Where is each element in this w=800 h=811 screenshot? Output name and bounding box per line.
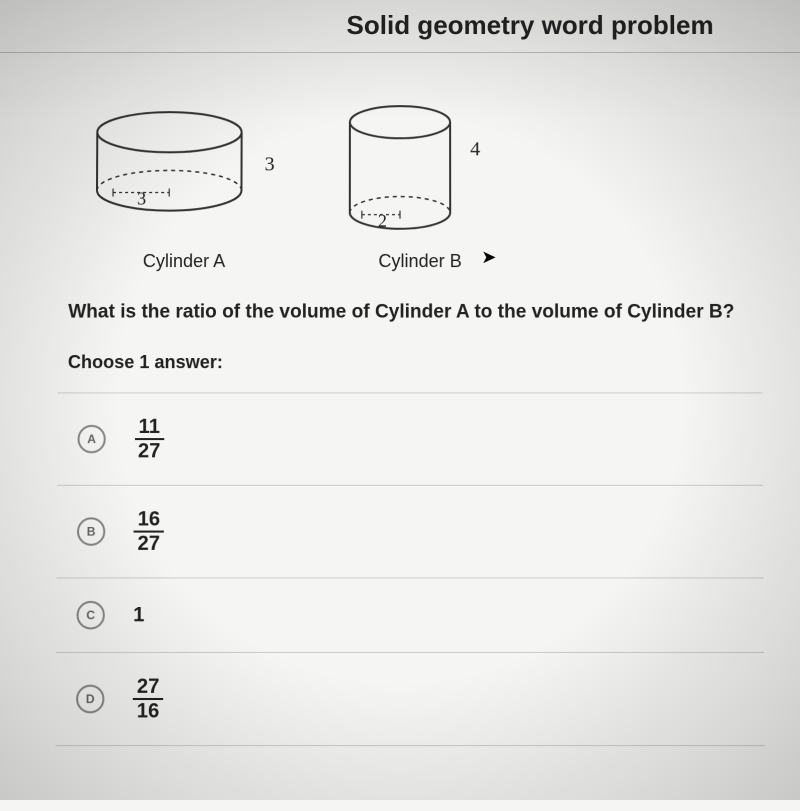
cyl-a-label: Cylinder A <box>143 251 226 272</box>
figure-cylinder-b: 2 4 Cylinder B ➤ <box>330 100 511 272</box>
worksheet-paper: Solid geometry word problem 3 <box>0 0 800 811</box>
cylinder-b-svg: 2 4 <box>330 100 511 261</box>
answers-list: A 11 27 B 16 27 C 1 D 27 16 <box>56 392 765 746</box>
cyl-b-radius: 2 <box>378 211 387 231</box>
answer-a-value: 11 27 <box>134 416 165 463</box>
answer-option-b[interactable]: B 16 27 <box>57 485 764 578</box>
cyl-b-height: 4 <box>470 138 480 160</box>
radio-b[interactable]: B <box>77 517 105 546</box>
choose-label: Choose 1 answer: <box>68 352 223 373</box>
answer-option-d[interactable]: D 27 16 <box>56 652 765 746</box>
question-text: What is the ratio of the volume of Cylin… <box>68 301 742 323</box>
header-divider <box>0 52 800 53</box>
radio-d[interactable]: D <box>76 685 104 714</box>
answer-d-value: 27 16 <box>133 675 164 722</box>
answer-option-c[interactable]: C 1 <box>56 577 764 652</box>
page-title: Solid geometry word problem <box>0 10 800 41</box>
answer-b-value: 16 27 <box>133 508 164 555</box>
figure-cylinder-a: 3 3 Cylinder A <box>78 100 289 272</box>
cyl-b-label: Cylinder B <box>378 251 461 272</box>
cylinder-a-svg: 3 3 <box>79 100 290 241</box>
cyl-a-height: 3 <box>265 153 275 175</box>
cursor-icon: ➤ <box>481 247 496 268</box>
answer-c-value: 1 <box>133 603 144 626</box>
figures-row: 3 3 Cylinder A <box>78 100 510 272</box>
answer-option-a[interactable]: A 11 27 <box>57 392 763 484</box>
radio-c[interactable]: C <box>76 601 104 630</box>
radio-a[interactable]: A <box>77 425 105 453</box>
cyl-a-radius: 3 <box>137 188 146 208</box>
